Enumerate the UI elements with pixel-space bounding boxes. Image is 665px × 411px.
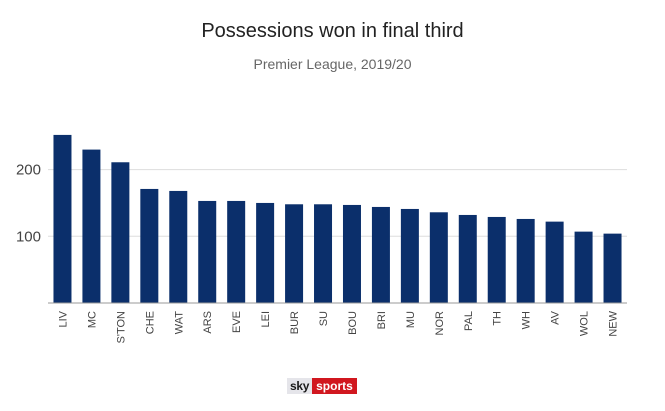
x-tick-label: BUR xyxy=(289,311,301,334)
x-tick-label: SU xyxy=(318,311,330,326)
x-tick-label: WH xyxy=(521,311,533,329)
logo-sky-text: sky xyxy=(287,378,313,394)
bar-MC xyxy=(82,149,101,303)
x-tick-label: PAL xyxy=(463,311,475,331)
x-tick-label: LEI xyxy=(260,311,272,328)
x-tick-label: CHE xyxy=(144,311,156,334)
bar-MU xyxy=(400,208,419,303)
logo-sports-text: sports xyxy=(312,378,357,394)
bars xyxy=(53,134,622,303)
x-tick-label: MC xyxy=(86,311,98,328)
bar-NOR xyxy=(429,212,448,303)
y-tick-label: 200 xyxy=(16,162,41,179)
bar-WAT xyxy=(169,190,188,303)
bar-WH xyxy=(516,218,535,303)
x-tick-label: LIV xyxy=(57,310,69,327)
x-tick-label: TH xyxy=(492,311,504,326)
bar-SU xyxy=(314,204,333,303)
y-tick-label: 100 xyxy=(16,228,41,245)
bar-LEI xyxy=(256,202,275,303)
x-tick-label: MU xyxy=(405,311,417,328)
chart-title: Possessions won in final third xyxy=(201,20,464,42)
x-tick-label: AV xyxy=(550,310,562,325)
bar-TH xyxy=(487,216,506,303)
bar-S'TON xyxy=(111,162,130,303)
bar-BOU xyxy=(342,204,361,303)
x-tick-label: EVE xyxy=(231,311,243,333)
x-tick-label: WOL xyxy=(579,311,591,336)
bar-CHE xyxy=(140,188,159,303)
bar-BUR xyxy=(285,204,304,303)
sky-sports-logo: sky sports xyxy=(287,378,357,394)
bar-PAL xyxy=(458,214,477,303)
chart-subtitle: Premier League, 2019/20 xyxy=(253,56,412,72)
x-tick-label: NEW xyxy=(608,310,620,336)
x-tick-label: NOR xyxy=(434,311,446,336)
x-tick-label: BRI xyxy=(376,311,388,329)
y-tick-labels: 100 200 xyxy=(16,162,41,246)
bar-EVE xyxy=(227,200,246,303)
x-tick-label: ARS xyxy=(202,311,214,334)
x-tick-label: WAT xyxy=(173,311,185,334)
bar-NEW xyxy=(603,233,622,303)
bar-ARS xyxy=(198,200,217,303)
bar-AV xyxy=(545,221,564,303)
x-tick-label: S'TON xyxy=(115,311,127,344)
bar-WOL xyxy=(574,231,593,303)
x-tick-label: BOU xyxy=(347,311,359,335)
gridlines xyxy=(48,169,627,237)
bar-BRI xyxy=(371,206,390,303)
bar-LIV xyxy=(53,134,72,303)
x-tick-labels: LIV MC S'TON CHE WAT ARS EVE LEI BUR SU BOU BRI MU NO… xyxy=(57,310,619,343)
